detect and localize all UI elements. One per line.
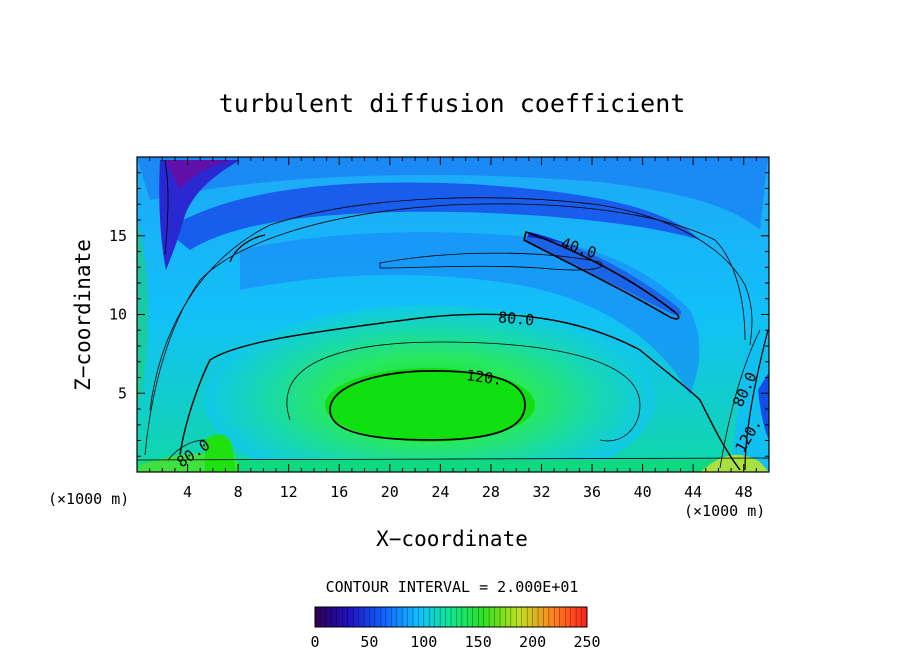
x-tick-label: 24 (431, 483, 449, 501)
y-axis: 5 10 15 (109, 172, 769, 457)
colorbar: 0 50 100 150 200 250 (310, 606, 601, 651)
x-tick-label: 4 (183, 483, 192, 501)
x-tick-label: 36 (583, 483, 601, 501)
x-tick-label: 48 (735, 483, 753, 501)
colorbar-tick-label: 200 (519, 633, 546, 651)
colorbar-tick-label: 150 (465, 633, 492, 651)
contour-field (137, 157, 769, 472)
x-tick-label: 40 (634, 483, 652, 501)
colorbar-tick-label: 100 (410, 633, 437, 651)
x-axis: 4 8 12 16 20 24 28 32 36 40 44 48 (149, 157, 757, 501)
x-unit-right: (×1000 m) (684, 502, 765, 520)
contour-label: 80.0 (497, 308, 535, 329)
contour-lines (137, 159, 769, 471)
y-tick-label: 10 (109, 306, 127, 324)
x-tick-label: 20 (381, 483, 399, 501)
contour-label: 120. (465, 366, 503, 389)
x-tick-label: 32 (532, 483, 550, 501)
contour-interval-text: CONTOUR INTERVAL = 2.000E+01 (326, 578, 579, 596)
colorbar-tick-label: 0 (310, 633, 319, 651)
x-axis-label: X−coordinate (376, 527, 528, 551)
y-axis-label: Z−coordinate (71, 239, 95, 391)
x-tick-label: 8 (234, 483, 243, 501)
x-tick-label: 28 (482, 483, 500, 501)
colorbar-tick-label: 50 (360, 633, 378, 651)
x-tick-label: 44 (684, 483, 702, 501)
y-tick-label: 5 (118, 384, 127, 402)
y-tick-label: 15 (109, 227, 127, 245)
colorbar-tick-label: 250 (573, 633, 600, 651)
x-unit-left: (×1000 m) (48, 490, 129, 508)
x-tick-label: 12 (280, 483, 298, 501)
chart-title: turbulent diffusion coefficient (219, 89, 686, 118)
x-tick-label: 16 (330, 483, 348, 501)
